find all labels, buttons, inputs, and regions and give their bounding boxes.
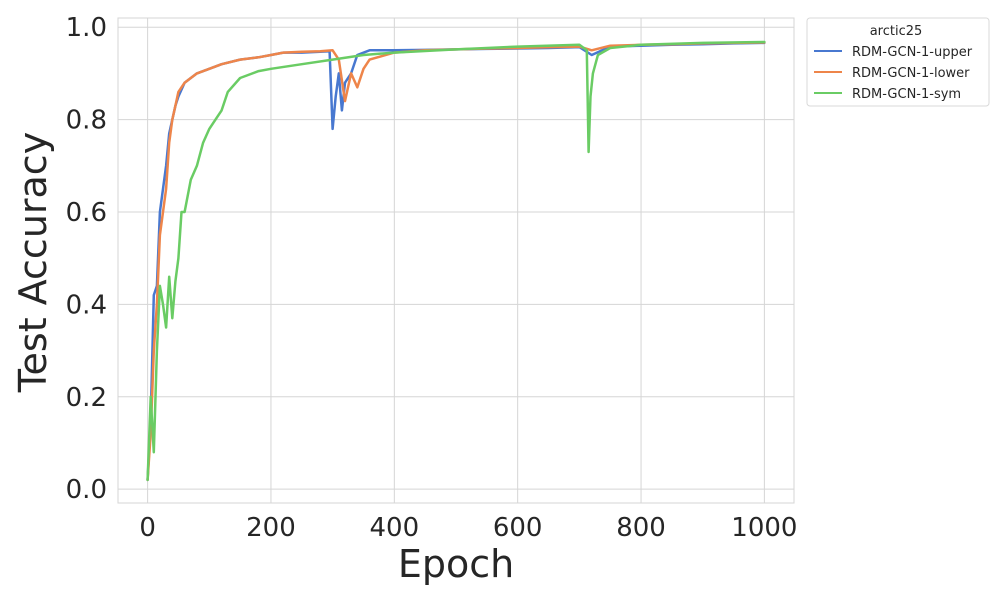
y-tick-labels: 0.0 0.2 0.4 0.6 0.8 1.0 <box>66 13 107 505</box>
plot-background <box>118 18 794 503</box>
y-tick-label: 0.8 <box>66 106 107 136</box>
y-tick-label: 0.4 <box>66 290 107 320</box>
legend-title: arctic25 <box>870 24 923 39</box>
y-tick-label: 0.0 <box>66 475 107 505</box>
x-tick-label: 0 <box>139 513 156 543</box>
y-tick-label: 0.2 <box>66 383 107 413</box>
x-tick-label: 800 <box>616 513 666 543</box>
legend-box <box>806 17 990 107</box>
legend-items: RDM-GCN-1-upper RDM-GCN-1-lower RDM-GCN-1-… <box>814 45 973 102</box>
legend-entry: RDM-GCN-1-lower <box>852 66 970 81</box>
legend-entry: RDM-GCN-1-sym <box>852 87 961 102</box>
legend-entry: RDM-GCN-1-upper <box>852 45 973 60</box>
grid <box>118 18 794 503</box>
series-layer <box>146 40 766 482</box>
x-tick-labels: 0 200 400 600 800 1000 <box>139 513 797 543</box>
x-axis-label: Epoch <box>398 542 514 586</box>
plot-frame <box>117 17 795 504</box>
legend: arctic25 RDM-GCN-1-upperRDM-GCN-1-lowerR… <box>806 17 990 107</box>
x-tick-label: 1000 <box>731 513 797 543</box>
y-tick-label: 1.0 <box>66 13 107 43</box>
series-line-rdm-gcn-1-lower <box>146 41 766 482</box>
y-tick-label: 0.6 <box>66 198 107 228</box>
y-axis-label: Test Accuracy <box>11 132 55 393</box>
x-tick-label: 200 <box>246 513 296 543</box>
series-line-rdm-gcn-1-sym <box>146 40 766 482</box>
x-tick-label: 400 <box>370 513 420 543</box>
x-tick-label: 600 <box>493 513 543 543</box>
